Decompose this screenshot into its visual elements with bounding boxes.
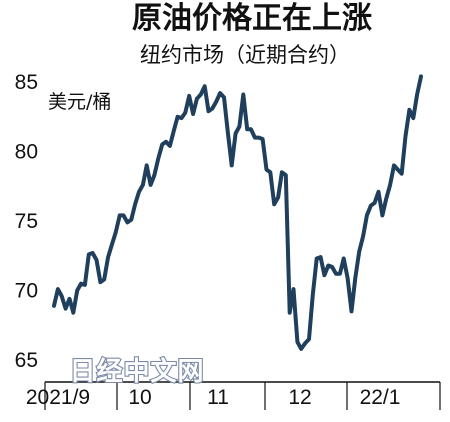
y-tick-label: 75 bbox=[15, 210, 38, 233]
y-tick-label: 85 bbox=[15, 71, 38, 94]
chart-subtitle: 纽约市场（近期合约） bbox=[140, 43, 350, 67]
watermark: 日经中文网 bbox=[69, 356, 204, 387]
x-axis: 2021/9 10 11 12 22/1 bbox=[26, 381, 441, 410]
series-group bbox=[52, 74, 423, 351]
y-tick-label: 70 bbox=[15, 280, 38, 303]
x-tick-label: 11 bbox=[207, 386, 229, 409]
x-tick-label: 12 bbox=[288, 386, 311, 409]
x-tick-label: 22/1 bbox=[360, 386, 401, 409]
x-tick-label: 10 bbox=[128, 386, 151, 409]
y-tick-label: 65 bbox=[15, 349, 38, 372]
chart-title: 原油价格正在上涨 bbox=[132, 1, 372, 36]
price-series-line bbox=[52, 74, 423, 351]
x-tick-label: 2021/9 bbox=[26, 386, 90, 409]
y-tick-label: 80 bbox=[15, 141, 38, 164]
y-axis-ticks: 85 80 75 70 65 bbox=[15, 71, 38, 372]
y-axis-unit: 美元/桶 bbox=[48, 91, 111, 113]
